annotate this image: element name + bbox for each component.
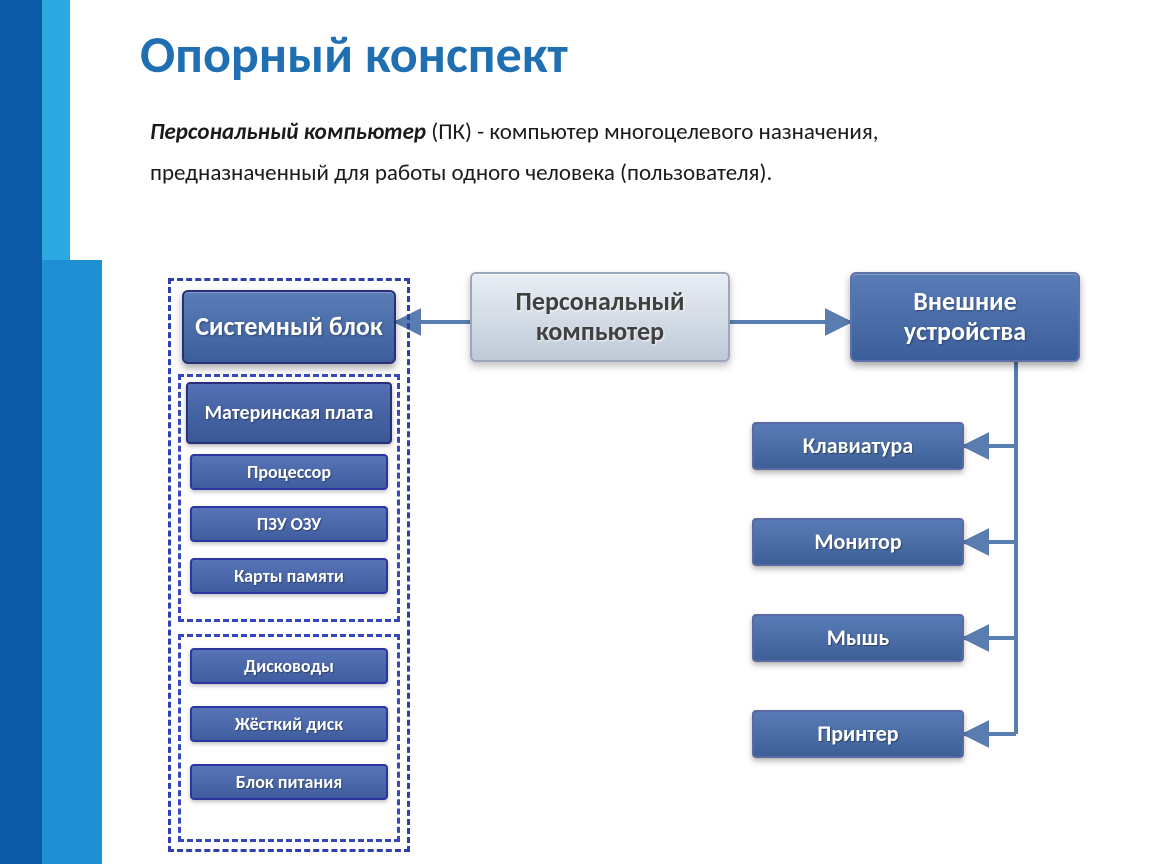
node-storage-part-1: Жёсткий диск <box>190 706 388 742</box>
node-external-part-2: Мышь <box>752 614 964 662</box>
node-storage-part-0: Дисководы <box>190 648 388 684</box>
node-external-part-3: Принтер <box>752 710 964 758</box>
node-personal-computer: Персональный компьютер <box>470 272 730 362</box>
node-external-part-1: Монитор <box>752 518 964 566</box>
node-storage-part-2: Блок питания <box>190 764 388 800</box>
page-title: Опорный конспект <box>140 22 568 86</box>
description-text: Персональный компьютер (ПК) - компьютер … <box>150 112 1050 195</box>
node-mb-part-1: ПЗУ ОЗУ <box>190 506 388 542</box>
node-system-block: Системный блок <box>182 290 396 364</box>
sidebar-bar-dark <box>0 0 42 864</box>
node-external-part-0: Клавиатура <box>752 422 964 470</box>
node-external-devices: Внешние устройства <box>850 272 1080 362</box>
node-mb-part-2: Карты памяти <box>190 558 388 594</box>
node-mb-part-0: Процессор <box>190 454 388 490</box>
description-term: Персональный компьютер <box>150 118 426 146</box>
sidebar-inner-block <box>42 260 102 864</box>
node-motherboard: Материнская плата <box>186 382 392 444</box>
